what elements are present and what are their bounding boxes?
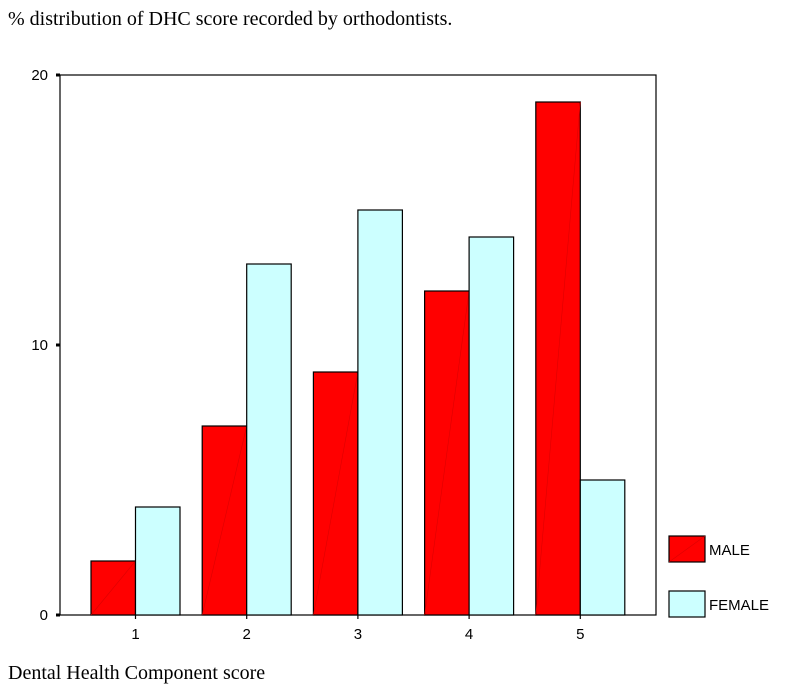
y-axis: 0 10 20 <box>31 67 60 624</box>
legend: MALE FEMALE <box>668 535 769 618</box>
bar-shading-line <box>201 425 247 616</box>
legend-label-female: FEMALE <box>709 597 769 614</box>
y-tick-label: 0 <box>40 607 48 624</box>
chart-title: % distribution of DHC score recorded by … <box>8 8 453 30</box>
x-tick-label: 2 <box>243 626 251 643</box>
x-axis-title: Dental Health Component score <box>8 662 266 684</box>
x-tick-label: 4 <box>465 626 473 643</box>
x-axis: 1 2 3 4 5 <box>131 615 584 643</box>
y-tick-label: 20 <box>31 67 48 84</box>
legend-label-male: MALE <box>709 542 750 559</box>
legend-swatch-female <box>668 590 706 618</box>
bar-female-5 <box>579 479 626 616</box>
bar-female-1 <box>134 506 181 616</box>
bar-shading-line <box>313 371 359 616</box>
legend-shading-line <box>668 535 706 563</box>
bar-female-4 <box>468 236 515 616</box>
bar-female-3 <box>357 209 403 616</box>
bar-shading-line <box>424 290 470 616</box>
bar-shading-line <box>90 560 136 616</box>
y-tick-label: 10 <box>31 337 48 354</box>
x-tick-label: 1 <box>131 626 139 643</box>
x-tick-label: 5 <box>576 626 584 643</box>
x-tick-label: 3 <box>354 626 362 643</box>
bar-female-2 <box>246 263 292 616</box>
bar-shading-line <box>535 101 581 616</box>
bars <box>90 101 626 616</box>
